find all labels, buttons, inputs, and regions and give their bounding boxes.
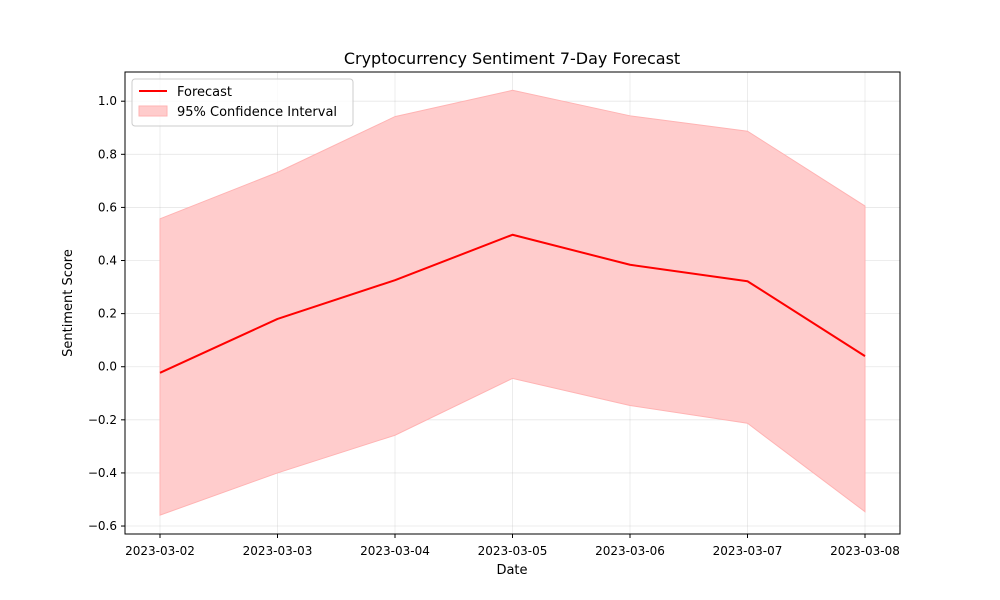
x-tick-label: 2023-03-04 — [360, 544, 430, 558]
x-axis-ticks: 2023-03-02 2023-03-03 2023-03-04 2023-03-05… — [125, 534, 900, 558]
y-tick-label: 0.6 — [98, 200, 117, 214]
y-tick-label: −0.2 — [88, 413, 117, 427]
legend-label-confidence-interval: 95% Confidence Interval — [177, 105, 337, 120]
chart-title: Cryptocurrency Sentiment 7-Day Forecast — [344, 49, 680, 68]
forecast-line-layer — [159, 233, 866, 374]
x-tick-label: 2023-03-02 — [125, 544, 195, 558]
y-tick-label: 1.0 — [98, 94, 117, 108]
x-axis-label: Date — [496, 563, 527, 578]
x-tick-label: 2023-03-06 — [595, 544, 665, 558]
confidence-band-layer — [159, 89, 866, 516]
legend-label-forecast: Forecast — [177, 85, 232, 100]
y-axis-ticks: −0.6 −0.4 −0.2 0.0 0.2 0.4 0.6 0.8 1.0 — [88, 94, 125, 533]
legend-swatch-confidence-interval — [138, 105, 168, 117]
x-tick-label: 2023-03-05 — [478, 544, 548, 558]
y-tick-label: 0.4 — [98, 254, 117, 268]
legend-box — [131, 78, 354, 127]
y-tick-label: 0.0 — [98, 360, 117, 374]
y-tick-label: 0.2 — [98, 307, 117, 321]
confidence-interval-band — [159, 89, 866, 516]
y-tick-label: −0.4 — [88, 466, 117, 480]
y-axis-label: Sentiment Score — [61, 249, 76, 357]
x-tick-label: 2023-03-08 — [830, 544, 900, 558]
x-tick-label: 2023-03-07 — [713, 544, 783, 558]
y-tick-label: −0.6 — [88, 519, 117, 533]
legend: Forecast 95% Confidence Interval — [131, 78, 354, 127]
y-tick-label: 0.8 — [98, 147, 117, 161]
x-tick-label: 2023-03-03 — [243, 544, 313, 558]
